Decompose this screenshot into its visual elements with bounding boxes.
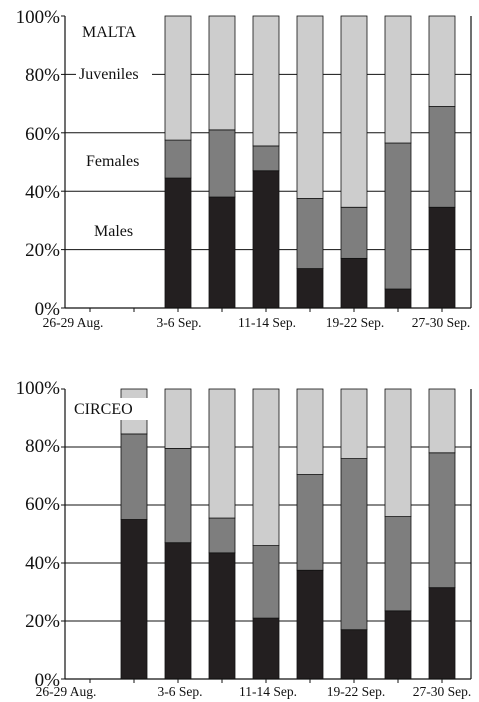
circeo-x-tick-label: 27-30 Sep. bbox=[413, 684, 472, 699]
circeo-axes bbox=[61, 388, 472, 683]
malta-bar-juveniles-segment bbox=[296, 15, 324, 199]
circeo-y-tick-label: 80% bbox=[25, 436, 60, 457]
circeo-y-tick-label: 100% bbox=[16, 378, 61, 399]
malta-x-ticks: 26-29 Aug. 3-6 Sep. 11-14 Sep. 19-22 Sep… bbox=[43, 315, 471, 330]
malta-y-tick-label: 0% bbox=[35, 299, 61, 320]
circeo-panel: 0% 20% 40% 60% 80% 100% 26-29 Aug. 3-6 S… bbox=[16, 378, 472, 699]
malta-bar-females-segment bbox=[296, 198, 324, 269]
circeo-bar-juveniles-segment bbox=[252, 388, 280, 547]
circeo-x-tick-label: 19-22 Sep. bbox=[327, 684, 386, 699]
malta-x-tick-label: 19-22 Sep. bbox=[326, 315, 385, 330]
circeo-bar-males-segment bbox=[252, 617, 280, 680]
malta-y-tick-label: 80% bbox=[25, 65, 60, 86]
circeo-y-tick-label: 40% bbox=[25, 553, 60, 574]
circeo-bar-males-segment bbox=[296, 569, 324, 680]
circeo-bar-females-segment bbox=[384, 516, 412, 612]
circeo-y-tick-label: 60% bbox=[25, 494, 60, 515]
malta-bar-males-segment bbox=[252, 170, 280, 309]
malta-bar-males-segment bbox=[296, 268, 324, 309]
circeo-y-tick-label: 0% bbox=[35, 670, 61, 691]
circeo-bar-juveniles-segment bbox=[208, 388, 236, 519]
circeo-bar-juveniles-segment bbox=[428, 388, 456, 454]
malta-bar-juveniles-segment bbox=[208, 15, 236, 131]
malta-bar-males-segment bbox=[208, 196, 236, 309]
malta-bar-males-segment bbox=[340, 257, 368, 309]
circeo-bar-juveniles-segment bbox=[340, 388, 368, 459]
malta-bar-juveniles-segment bbox=[164, 15, 192, 141]
juveniles-label-background bbox=[76, 63, 152, 83]
circeo-bar-females-segment bbox=[428, 452, 456, 589]
circeo-y-tick-label: 20% bbox=[25, 611, 60, 632]
malta-bars bbox=[164, 15, 456, 309]
malta-bar-juveniles-segment bbox=[252, 15, 280, 147]
malta-y-tick-label: 40% bbox=[25, 182, 60, 203]
malta-bar-females-segment bbox=[164, 139, 192, 179]
circeo-y-ticks: 0% 20% 40% 60% 80% 100% bbox=[16, 378, 61, 691]
malta-panel: 0% 20% 40% 60% 80% 100% 26-29 Aug. 3-6 S… bbox=[16, 7, 472, 330]
males-label: Males bbox=[94, 223, 133, 240]
circeo-bars bbox=[120, 388, 456, 680]
malta-x-tick-label: 26-29 Aug. bbox=[43, 315, 104, 330]
circeo-x-tick-label: 3-6 Sep. bbox=[158, 684, 203, 699]
malta-bar-juveniles-segment bbox=[340, 15, 368, 208]
malta-bar-males-segment bbox=[428, 206, 456, 309]
malta-x-tick-label: 11-14 Sep. bbox=[238, 315, 296, 330]
circeo-bar-females-segment bbox=[208, 517, 236, 554]
malta-bar-females-segment bbox=[384, 142, 412, 290]
malta-bar-juveniles-segment bbox=[428, 15, 456, 107]
circeo-bar-females-segment bbox=[296, 474, 324, 571]
circeo-bar-females-segment bbox=[252, 545, 280, 619]
malta-x-tick-label: 27-30 Sep. bbox=[412, 315, 471, 330]
circeo-bar-females-segment bbox=[120, 433, 148, 520]
malta-bar-juveniles-segment bbox=[384, 15, 412, 144]
circeo-bar-juveniles-segment bbox=[384, 388, 412, 517]
circeo-bar-males-segment bbox=[120, 519, 148, 680]
circeo-bar-males-segment bbox=[384, 610, 412, 680]
malta-annotations: MALTA Juveniles Females Males bbox=[76, 21, 154, 240]
circeo-bar-males-segment bbox=[208, 552, 236, 680]
malta-axes bbox=[61, 15, 472, 312]
circeo-bar-females-segment bbox=[340, 458, 368, 631]
circeo-bar-females-segment bbox=[164, 448, 192, 544]
malta-bar-females-segment bbox=[340, 206, 368, 259]
malta-bar-females-segment bbox=[208, 129, 236, 198]
circeo-bar-juveniles-segment bbox=[296, 388, 324, 475]
malta-y-tick-label: 60% bbox=[25, 124, 60, 145]
females-label: Females bbox=[86, 153, 139, 170]
malta-bar-males-segment bbox=[164, 177, 192, 309]
circeo-x-tick-label: 26-29 Aug. bbox=[36, 684, 97, 699]
circeo-panel-title: CIRCEO bbox=[74, 401, 133, 418]
circeo-x-tick-label: 11-14 Sep. bbox=[239, 684, 297, 699]
circeo-title-background bbox=[70, 398, 150, 420]
malta-y-tick-label: 100% bbox=[16, 7, 61, 28]
malta-bar-males-segment bbox=[384, 288, 412, 309]
malta-panel-title: MALTA bbox=[82, 24, 137, 41]
malta-y-ticks: 0% 20% 40% 60% 80% 100% bbox=[16, 7, 61, 320]
malta-bar-females-segment bbox=[252, 145, 280, 172]
circeo-bar-males-segment bbox=[164, 542, 192, 680]
circeo-x-ticks: 26-29 Aug. 3-6 Sep. 11-14 Sep. 19-22 Sep… bbox=[36, 684, 472, 699]
circeo-bar-juveniles-segment bbox=[164, 388, 192, 449]
circeo-annotations: CIRCEO bbox=[70, 398, 150, 420]
malta-y-tick-label: 20% bbox=[25, 240, 60, 261]
circeo-bar-males-segment bbox=[340, 629, 368, 680]
juveniles-label: Juveniles bbox=[79, 66, 139, 83]
malta-title-background bbox=[78, 21, 154, 43]
malta-bar-females-segment bbox=[428, 106, 456, 208]
circeo-bar-males-segment bbox=[428, 587, 456, 680]
malta-x-tick-label: 3-6 Sep. bbox=[157, 315, 202, 330]
